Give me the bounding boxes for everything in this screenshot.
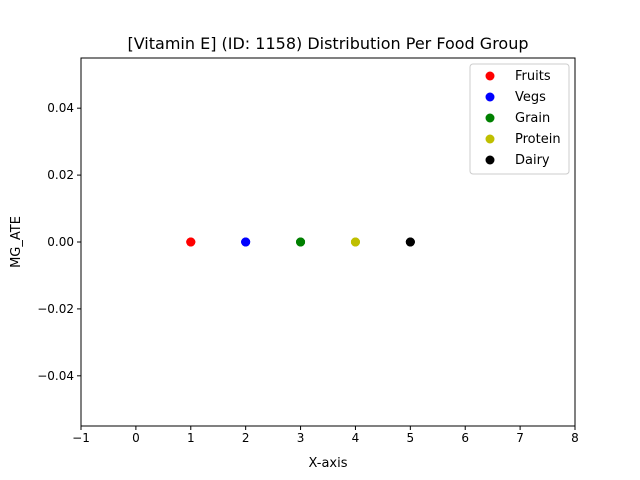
x-tick-label: −1 (72, 431, 90, 445)
legend-marker-grain (485, 113, 495, 123)
point-dairy (405, 237, 415, 247)
point-fruits (186, 237, 196, 247)
legend-label-fruits: Fruits (515, 69, 551, 84)
point-grain (296, 237, 306, 247)
legend: Fruits Vegs Grain Protein Dairy (469, 63, 570, 175)
x-tick-label: 6 (461, 431, 469, 445)
legend-label-protein: Protein (515, 132, 561, 147)
y-tick-label: 0.00 (47, 235, 74, 249)
y-tick-label: −0.02 (37, 302, 74, 316)
x-tick-label: 5 (407, 431, 415, 445)
x-tick-label: 4 (352, 431, 360, 445)
y-tick-label: 0.02 (47, 168, 74, 182)
point-protein (350, 237, 360, 247)
legend-items: Fruits Vegs Grain Protein Dairy (485, 69, 561, 168)
x-axis-label: X-axis (309, 456, 348, 471)
y-tick-label: 0.04 (47, 101, 74, 115)
legend-marker-dairy (485, 155, 495, 165)
point-vegs (241, 237, 251, 247)
legend-label-grain: Grain (515, 111, 550, 126)
legend-marker-vegs (485, 92, 495, 102)
chart-title: [Vitamin E] (ID: 1158) Distribution Per … (127, 34, 528, 53)
legend-label-dairy: Dairy (515, 153, 550, 168)
y-tick-label: −0.04 (37, 369, 74, 383)
points-layer (186, 237, 415, 247)
x-tick-label: 2 (242, 431, 250, 445)
legend-label-vegs: Vegs (515, 90, 546, 105)
x-tick-label: 1 (187, 431, 195, 445)
y-axis-label: MG_ATE (9, 216, 24, 268)
x-tick-label: 7 (516, 431, 524, 445)
legend-frame (469, 63, 570, 175)
x-tick-label: 8 (571, 431, 579, 445)
legend-marker-fruits (485, 71, 495, 81)
legend-marker-protein (485, 134, 495, 144)
y-axis-ticks: −0.04 −0.02 0.00 0.02 0.04 (37, 101, 81, 383)
x-tick-label: 3 (297, 431, 305, 445)
x-axis-ticks: −1 0 1 2 3 4 5 6 7 8 (72, 426, 579, 445)
x-tick-label: 0 (132, 431, 140, 445)
